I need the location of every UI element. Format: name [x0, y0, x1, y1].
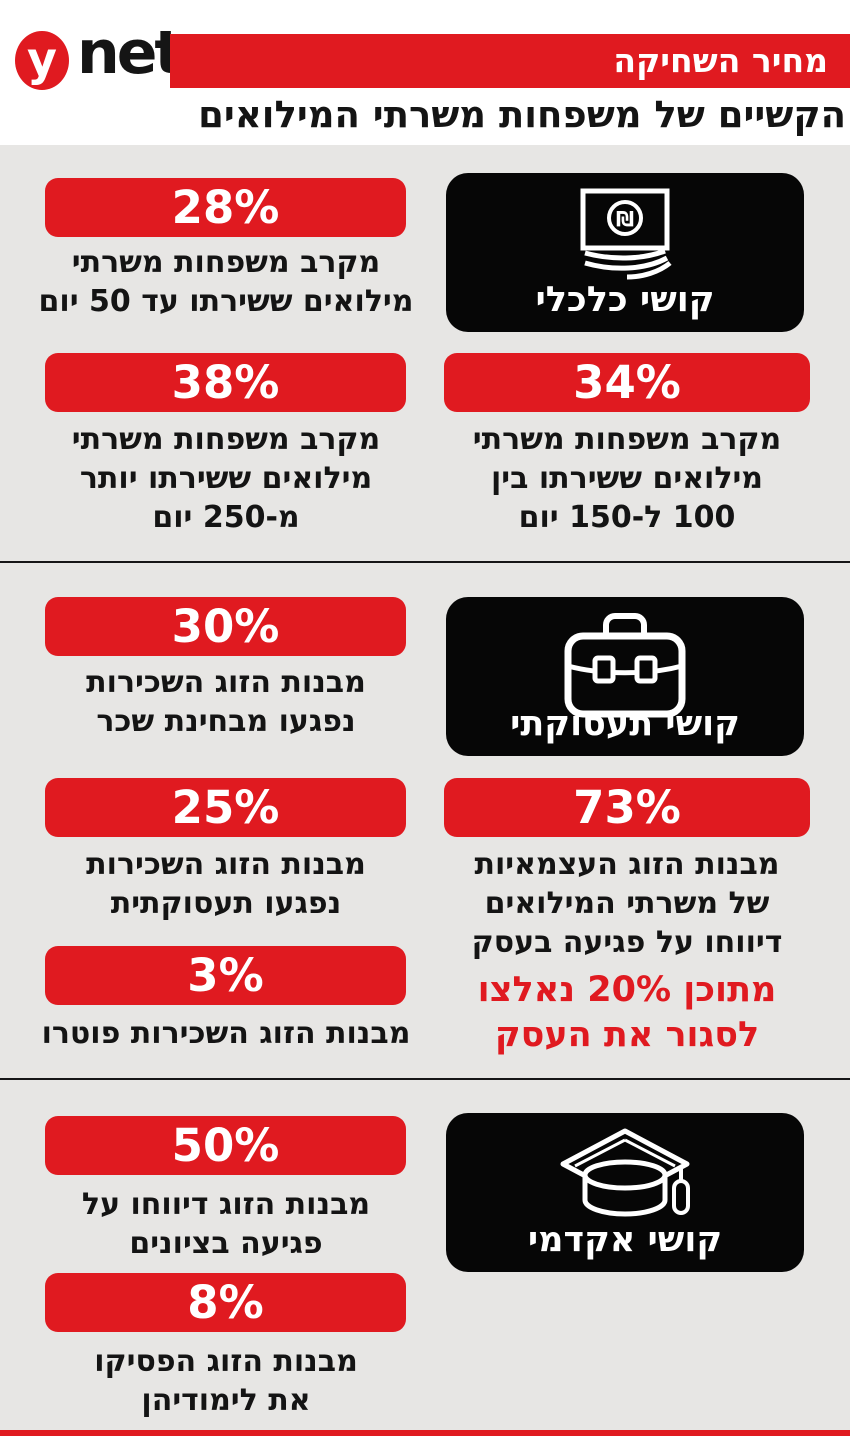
- stat-caption-8: מבנות הזוג הפסיקו את לימודיהן: [94, 1344, 358, 1418]
- stat-badge-50: 50%: [45, 1116, 406, 1175]
- category-card-employment: קושי תעסוקתי: [446, 597, 804, 756]
- stat-caption-73: מבנות הזוג העצמאיות של משרתי המילואים די…: [471, 847, 783, 960]
- shekel-banknotes-icon: ₪: [446, 185, 804, 287]
- stat-badge-28: 28%: [45, 178, 406, 237]
- page-title: מחיר השחיקה: [613, 41, 828, 80]
- stat-caption-3: מבנות הזוג השכירות פוטרו: [41, 1016, 411, 1051]
- page-subtitle: הקשיים של משפחות משרתי המילואים: [198, 93, 846, 136]
- briefcase-icon: [446, 609, 804, 721]
- stat-caption-28: מקרב משפחות משרתי מילואים ששירתו עד 50 י…: [38, 245, 414, 319]
- category-card-academic: קושי אקדמי: [446, 1113, 804, 1272]
- stat-caption-30: מבנות הזוג השכירות נפגעו מבחינת שכר: [86, 665, 366, 739]
- stat-badge-25: 25%: [45, 778, 406, 837]
- section-divider: [0, 1078, 850, 1080]
- ynet-logo-icon[interactable]: y: [15, 31, 69, 90]
- bottom-red-rule: [0, 1430, 850, 1436]
- stat-caption-25: מבנות הזוג השכירות נפגעו תעסוקתית: [86, 847, 366, 921]
- stat-badge-30: 30%: [45, 597, 406, 656]
- category-card-economic: ₪ קושי כלכלי: [446, 173, 804, 332]
- stat-caption-50: מבנות הזוג דיווחו על פגיעה בציונים: [81, 1187, 371, 1261]
- category-label-academic: קושי אקדמי: [527, 1220, 723, 1260]
- stat-badge-73: 73%: [444, 778, 810, 837]
- stat-note-business-closed: מתוכן 20% נאלצו לסגור את העסק: [477, 970, 777, 1055]
- stat-badge-34: 34%: [444, 353, 810, 412]
- title-banner: מחיר השחיקה: [170, 34, 850, 88]
- stat-badge-38: 38%: [45, 353, 406, 412]
- stat-badge-8: 8%: [45, 1273, 406, 1332]
- ynet-logo-text[interactable]: net: [77, 18, 183, 88]
- stat-badge-3: 3%: [45, 946, 406, 1005]
- category-label-economic: קושי כלכלי: [535, 280, 715, 320]
- stat-caption-38: מקרב משפחות משרתי מילואים ששירתו יותר מ-…: [71, 422, 381, 535]
- section-divider: [0, 561, 850, 563]
- svg-text:₪: ₪: [616, 207, 634, 231]
- graduation-cap-icon: [446, 1125, 804, 1229]
- stat-caption-34: מקרב משפחות משרתי מילואים ששירתו בין 100…: [472, 422, 782, 535]
